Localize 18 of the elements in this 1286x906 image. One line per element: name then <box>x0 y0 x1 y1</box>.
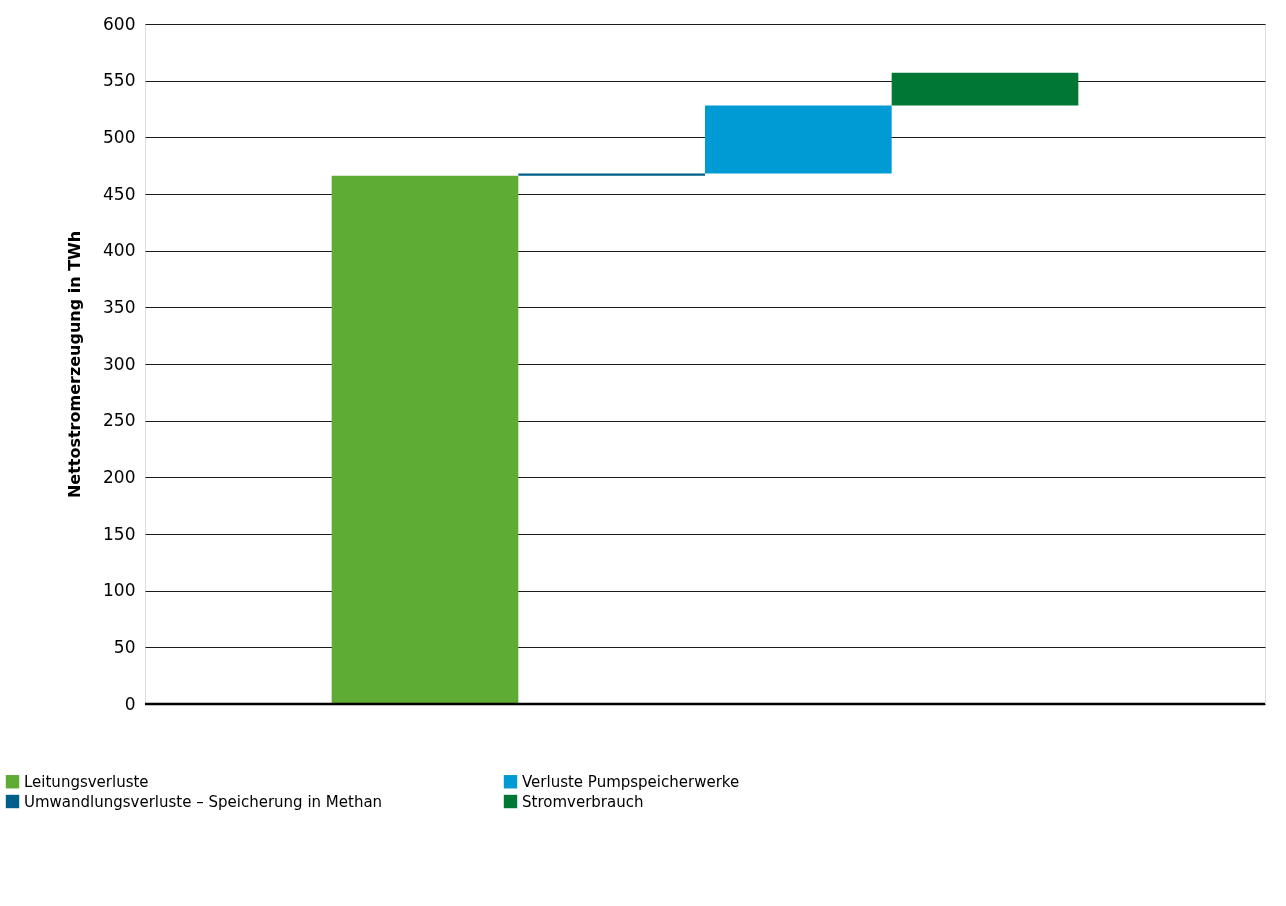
y-axis-title: Nettostromerzeugung in TWh <box>65 230 85 499</box>
legend-label: Leitungsverluste <box>24 772 149 791</box>
y-tick-label: 600 <box>103 13 136 34</box>
y-tick-label: 150 <box>103 523 136 544</box>
legend-label: Verluste Pumpspeicherwerke <box>522 772 740 791</box>
y-tick-label: 500 <box>103 126 136 147</box>
y-tick-label: 100 <box>103 580 136 601</box>
y-tick-label: 450 <box>103 183 136 204</box>
y-tick-label: 400 <box>103 240 136 261</box>
legend-label: Umwandlungsverluste – Speicherung in Methan <box>24 792 383 811</box>
y-tick-label: 550 <box>103 70 136 91</box>
legend-label: Stromverbrauch <box>522 792 644 811</box>
y-tick-label: 50 <box>113 636 136 657</box>
y-tick-label: 300 <box>103 353 136 374</box>
y-tick-label: 250 <box>103 410 136 431</box>
y-tick-label: 0 <box>124 693 136 714</box>
y-tick-label: 350 <box>103 296 136 317</box>
y-tick-label: 200 <box>103 466 136 487</box>
